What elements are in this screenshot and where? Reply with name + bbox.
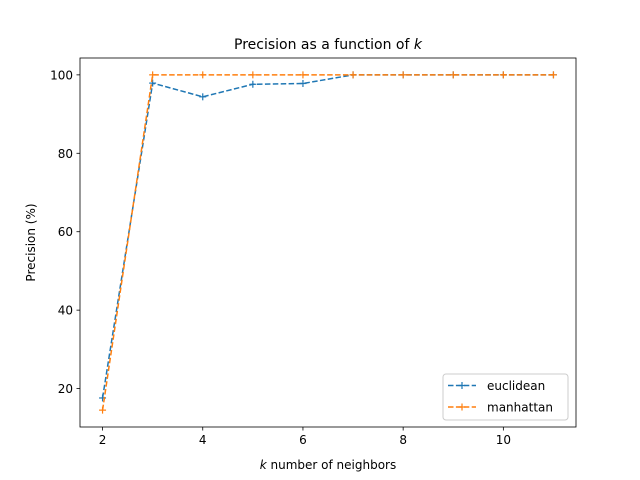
series-layer xyxy=(99,71,557,414)
point-manhattan-7 xyxy=(449,71,457,79)
point-manhattan-2 xyxy=(199,71,207,79)
series-line-manhattan xyxy=(101,74,554,411)
series-euclidean xyxy=(99,71,557,402)
x-tick-label-3: 8 xyxy=(399,433,407,447)
legend-entry-manhattan: manhattan xyxy=(448,401,553,415)
point-manhattan-1 xyxy=(149,71,157,79)
x-tick-label-0: 2 xyxy=(99,433,107,447)
point-manhattan-5 xyxy=(349,71,357,79)
point-euclidean-4 xyxy=(299,79,307,87)
point-manhattan-0 xyxy=(99,406,107,414)
y-tick-label-4: 100 xyxy=(50,68,73,82)
point-euclidean-1 xyxy=(149,79,157,87)
x-axis-label: k number of neighbors xyxy=(260,458,397,472)
legend: euclidean manhattan xyxy=(442,373,569,421)
point-manhattan-8 xyxy=(499,71,507,79)
point-euclidean-2 xyxy=(199,93,207,101)
x-tick-label-2: 6 xyxy=(299,433,307,447)
x-tick-label-1: 4 xyxy=(199,433,207,447)
x-tick-label-4: 10 xyxy=(496,433,511,447)
point-manhattan-4 xyxy=(299,71,307,79)
point-manhattan-6 xyxy=(399,71,407,79)
plot-frame xyxy=(79,57,577,428)
series-line-euclidean xyxy=(101,74,554,399)
y-axis: 20 40 60 80 100 xyxy=(50,68,80,396)
legend-entry-euclidean: euclidean xyxy=(448,379,545,393)
chart-title: Precision as a function of k xyxy=(234,37,423,53)
point-manhattan-3 xyxy=(249,71,257,79)
series-manhattan xyxy=(99,71,557,414)
point-manhattan-9 xyxy=(549,71,557,79)
x-axis: 2 4 6 8 10 xyxy=(99,427,511,447)
y-tick-label-0: 20 xyxy=(58,382,73,396)
point-euclidean-3 xyxy=(249,80,257,88)
y-axis-label: Precision (%) xyxy=(24,203,38,281)
legend-label-manhattan: manhattan xyxy=(487,401,553,415)
legend-label-euclidean: euclidean xyxy=(487,379,545,393)
legend-entries: euclidean manhattan xyxy=(448,379,553,415)
y-tick-label-1: 40 xyxy=(58,304,73,318)
y-tick-label-3: 80 xyxy=(58,147,73,161)
y-tick-label-2: 60 xyxy=(58,225,73,239)
